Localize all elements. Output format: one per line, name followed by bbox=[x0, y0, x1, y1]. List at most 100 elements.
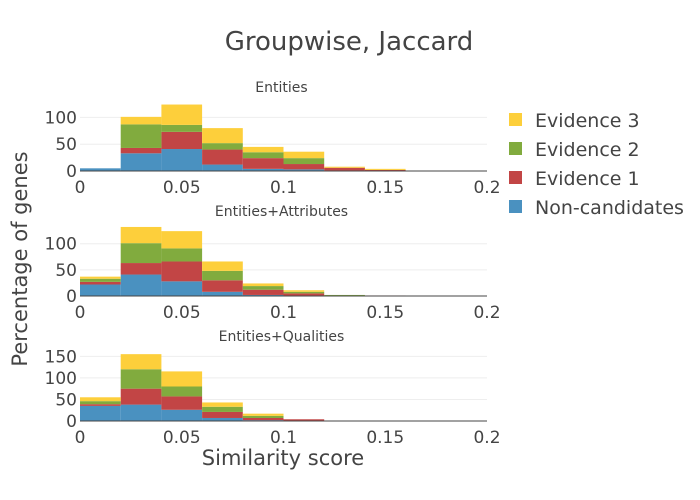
bar-non-candidates-bin-2 bbox=[120, 274, 162, 296]
bar-evidence-1-bin-2 bbox=[120, 147, 162, 154]
bar-evidence-3-bin-1 bbox=[80, 397, 121, 402]
bar-evidence-1-bin-5 bbox=[242, 289, 284, 295]
x-tick-label: 0.15 bbox=[366, 428, 404, 448]
x-tick-label: 0.1 bbox=[270, 178, 297, 198]
legend: Evidence 3 Evidence 2 Evidence 1 Non-candid… bbox=[509, 110, 684, 219]
bar-evidence-3-bin-2 bbox=[120, 354, 162, 370]
bar-evidence-2-bin-6 bbox=[283, 291, 325, 294]
bar-evidence-3-bin-5 bbox=[242, 413, 284, 416]
x-tick-label: 0.1 bbox=[270, 303, 297, 323]
bar-evidence-1-bin-2 bbox=[120, 388, 162, 405]
bar-evidence-3-bin-2 bbox=[120, 226, 162, 244]
bar-non-candidates-bin-4 bbox=[202, 417, 243, 421]
bar-non-candidates-bin-1 bbox=[80, 405, 121, 421]
y-tick-label: 50 bbox=[55, 135, 77, 155]
legend-item-non-candidates: Non-candidates bbox=[509, 197, 684, 219]
legend-item-evidence-3: Evidence 3 bbox=[509, 110, 640, 132]
bar-non-candidates-bin-1 bbox=[80, 284, 121, 296]
panel-subtitle: Entities+Qualities bbox=[219, 329, 345, 345]
bar-evidence-3-bin-5 bbox=[242, 146, 284, 153]
legend-swatch bbox=[509, 200, 522, 213]
y-tick-label: 100 bbox=[45, 369, 77, 389]
x-tick-label: 0 bbox=[75, 178, 86, 198]
bar-evidence-3-bin-6 bbox=[283, 290, 325, 292]
legend-label: Evidence 2 bbox=[535, 139, 640, 161]
x-tick-label: 0.05 bbox=[163, 178, 201, 198]
bar-non-candidates-bin-2 bbox=[120, 404, 162, 421]
bar-non-candidates-bin-4 bbox=[202, 291, 243, 296]
bar-evidence-2-bin-5 bbox=[242, 286, 284, 290]
bar-evidence-3-bin-4 bbox=[202, 402, 243, 407]
legend-item-evidence-1: Evidence 1 bbox=[509, 168, 640, 190]
bar-evidence-3-bin-5 bbox=[242, 283, 284, 287]
bar-evidence-2-bin-2 bbox=[120, 243, 162, 264]
legend-swatch bbox=[509, 171, 522, 184]
y-tick-label: 0 bbox=[66, 162, 77, 182]
bar-non-candidates-bin-4 bbox=[202, 164, 243, 171]
bar-non-candidates-bin-1 bbox=[80, 168, 121, 171]
bar-evidence-2-bin-3 bbox=[161, 248, 203, 262]
x-tick-label: 0.05 bbox=[163, 303, 201, 323]
bar-non-candidates-bin-3 bbox=[161, 281, 203, 296]
x-tick-label: 0.1 bbox=[270, 428, 297, 448]
bar-non-candidates-bin-6 bbox=[283, 169, 325, 171]
y-axis-title: Percentage of genes bbox=[8, 151, 32, 366]
bar-evidence-1-bin-5 bbox=[242, 417, 284, 421]
bar-evidence-3-bin-8 bbox=[364, 168, 406, 170]
bar-evidence-2-bin-2 bbox=[120, 369, 162, 389]
legend-item-evidence-2: Evidence 2 bbox=[509, 139, 640, 161]
y-tick-label: 50 bbox=[55, 390, 77, 410]
legend-label: Evidence 3 bbox=[535, 110, 640, 132]
bar-evidence-2-bin-1 bbox=[80, 278, 121, 282]
bar-evidence-3-bin-7 bbox=[324, 166, 365, 168]
bar-evidence-1-bin-4 bbox=[202, 411, 243, 418]
panel-1: Entities 0 50 100 0 0.05 0.1 0.15 0.2 bbox=[45, 80, 501, 198]
legend-swatch bbox=[509, 113, 522, 126]
x-tick-label: 0.05 bbox=[163, 428, 201, 448]
x-tick-label: 0 bbox=[75, 303, 86, 323]
x-tick-label: 0.2 bbox=[473, 303, 500, 323]
panel-subtitle: Entities bbox=[255, 80, 307, 96]
bar-evidence-1-bin-3 bbox=[161, 396, 203, 410]
x-axis-title: Similarity score bbox=[202, 446, 364, 470]
bar-evidence-1-bin-4 bbox=[202, 149, 243, 165]
bar-non-candidates-bin-2 bbox=[120, 153, 162, 171]
bar-evidence-1-bin-3 bbox=[161, 261, 203, 282]
x-tick-label: 0.2 bbox=[473, 428, 500, 448]
bar-evidence-2-bin-5 bbox=[242, 415, 284, 418]
bar-evidence-2-bin-6 bbox=[283, 158, 325, 165]
bar-evidence-1-bin-1 bbox=[80, 404, 121, 406]
bar-evidence-1-bin-7 bbox=[324, 167, 365, 171]
bar-evidence-2-bin-4 bbox=[202, 143, 243, 150]
bar-evidence-1-bin-6 bbox=[283, 293, 325, 296]
bar-evidence-3-bin-3 bbox=[161, 104, 203, 125]
bar-evidence-1-bin-5 bbox=[242, 158, 284, 169]
x-tick-label: 0.15 bbox=[366, 303, 404, 323]
bar-evidence-1-bin-3 bbox=[161, 131, 203, 150]
bar-evidence-1-bin-4 bbox=[202, 280, 243, 292]
bar-evidence-3-bin-4 bbox=[202, 128, 243, 144]
y-tick-label: 100 bbox=[45, 108, 77, 128]
bar-evidence-1-bin-8 bbox=[364, 169, 406, 171]
bar-non-candidates-bin-5 bbox=[242, 168, 284, 171]
bar-evidence-3-bin-2 bbox=[120, 116, 162, 125]
x-tick-label: 0.15 bbox=[366, 178, 404, 198]
bar-evidence-3-bin-3 bbox=[161, 231, 203, 249]
y-tick-label: 0 bbox=[66, 412, 77, 432]
bar-evidence-1-bin-6 bbox=[283, 164, 325, 170]
bar-evidence-2-bin-4 bbox=[202, 406, 243, 412]
y-tick-label: 0 bbox=[66, 287, 77, 307]
x-tick-label: 0.2 bbox=[473, 178, 500, 198]
bar-evidence-1-bin-1 bbox=[80, 281, 121, 285]
x-tick-label: 0 bbox=[75, 428, 86, 448]
bar-non-candidates-bin-5 bbox=[242, 294, 284, 296]
bar-evidence-2-bin-5 bbox=[242, 152, 284, 159]
bar-evidence-3-bin-6 bbox=[283, 151, 325, 159]
bar-evidence-2-bin-3 bbox=[161, 386, 203, 397]
legend-label: Non-candidates bbox=[535, 197, 684, 219]
legend-label: Evidence 1 bbox=[535, 168, 640, 190]
y-tick-label: 50 bbox=[55, 261, 77, 281]
